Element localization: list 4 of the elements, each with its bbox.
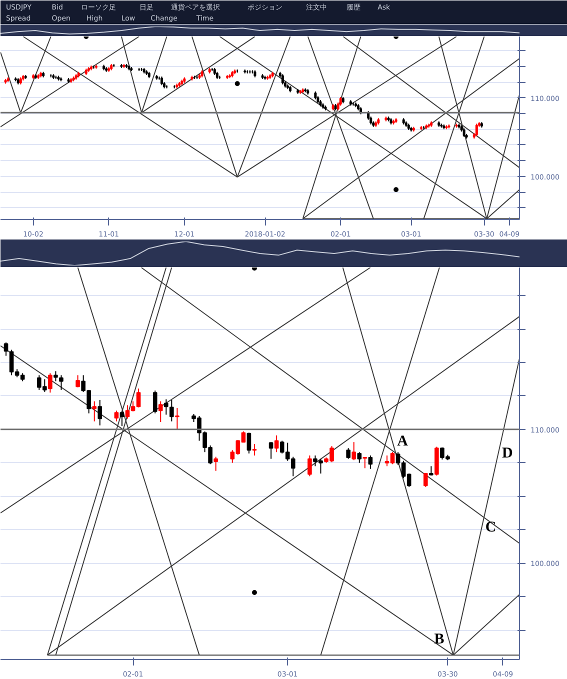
annotation: C [485, 519, 496, 536]
annotation: B [434, 631, 444, 648]
annotation: A [397, 433, 408, 450]
annotation: D [502, 445, 513, 462]
